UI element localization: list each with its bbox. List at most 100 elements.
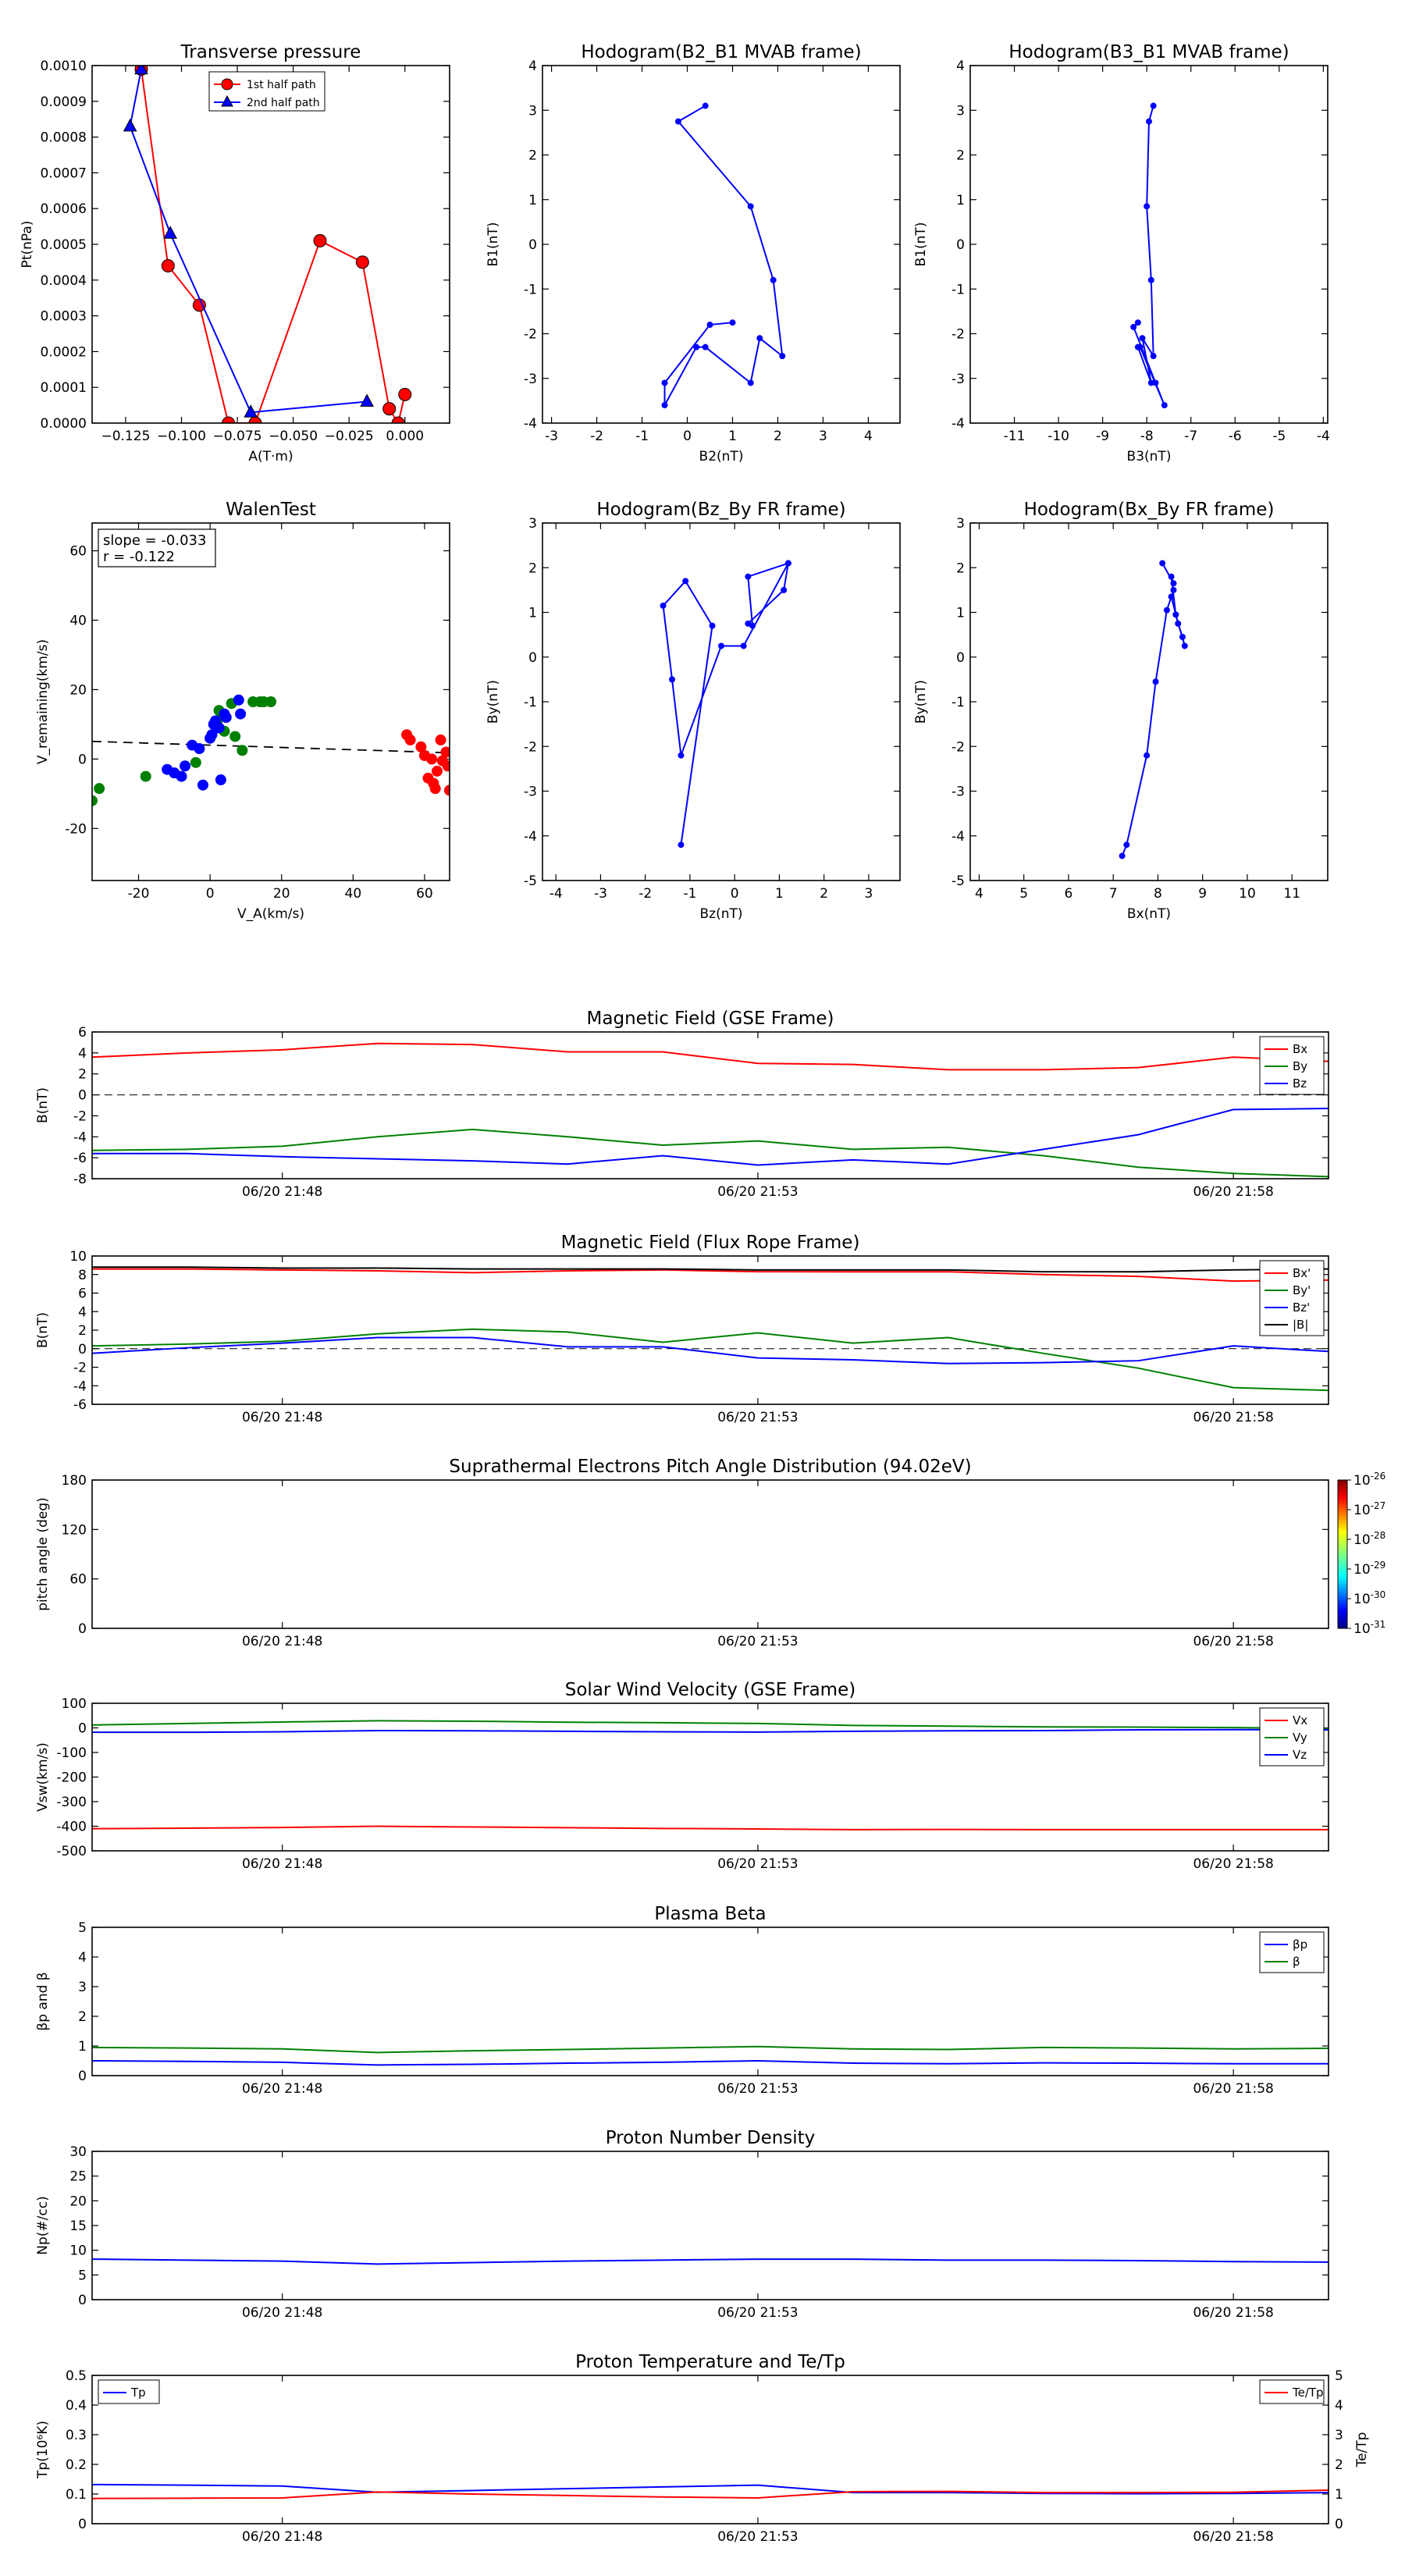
data-point xyxy=(163,226,178,239)
y-tick-label: 25 xyxy=(69,2169,87,2185)
chart-beta: Plasma Beta 06/20 21:48 06/20 21:53 06/20 2… xyxy=(35,1904,1329,2097)
y-tick-label: 0.3 xyxy=(66,2428,87,2443)
x-tick-label: 8 xyxy=(1154,886,1162,902)
axes-frame xyxy=(91,65,450,424)
colorbar-tick-label: 10-28 xyxy=(1353,1530,1385,1548)
data-point xyxy=(678,841,685,849)
series-line xyxy=(92,1825,1329,1831)
data-point xyxy=(213,722,225,734)
chart-title: Transverse pressure xyxy=(180,42,361,62)
x-tick-label: 0.000 xyxy=(386,429,424,444)
data-point xyxy=(745,620,752,627)
y-axis-label: B(nT) xyxy=(35,1312,51,1348)
chart-tp: Transverse pressure −0.125 −0.100 −0.075 −0.… xyxy=(20,42,450,464)
data-point xyxy=(220,712,232,724)
data-point xyxy=(415,741,427,753)
y-tick-label: 60 xyxy=(69,1572,87,1588)
data-point xyxy=(1163,607,1170,614)
plot-area xyxy=(1119,560,1188,859)
data-point xyxy=(1123,841,1130,849)
x-tick-label: −0.025 xyxy=(325,429,374,444)
y-right-tick-label: 5 xyxy=(1335,2368,1343,2384)
y-tick-label: -1 xyxy=(524,695,537,710)
x-tick-label: 06/20 21:53 xyxy=(717,1410,798,1425)
x-tick-label: -10 xyxy=(1048,429,1069,444)
y-tick-label: 0.0008 xyxy=(41,130,87,146)
data-point xyxy=(1136,343,1144,350)
data-point xyxy=(435,734,446,745)
y-tick-label: 15 xyxy=(69,2218,87,2234)
axes-frame xyxy=(91,1479,1329,1629)
data-point xyxy=(140,770,151,782)
y-right-tick-label: 1 xyxy=(1335,2487,1343,2503)
series-line xyxy=(92,1328,1329,1392)
colorbar-tick-label: 10-30 xyxy=(1353,1589,1385,1607)
x-axis-label: Bx(nT) xyxy=(1127,906,1171,922)
legend-label: Tp xyxy=(130,2386,146,2400)
chart-title: Proton Temperature and Te/Tp xyxy=(575,2352,845,2372)
chart-h4: Hodogram(Bx_By FR frame)4 5 6 7 8 9 10 11-5-4-3… xyxy=(913,500,1329,922)
data-point xyxy=(702,343,709,350)
data-point xyxy=(355,255,369,269)
data-point xyxy=(197,779,208,791)
x-tick-label: 06/20 21:58 xyxy=(1193,1634,1273,1649)
x-tick-label: -3 xyxy=(545,429,558,444)
x-tick-label: -1 xyxy=(635,429,649,444)
y-tick-label: 0.1 xyxy=(66,2487,87,2503)
legend: Te/Tp xyxy=(1259,2379,1325,2404)
y-tick-label: 0 xyxy=(78,2069,87,2084)
y-tick-label: 100 xyxy=(62,1696,87,1712)
data-point xyxy=(702,102,709,109)
y-tick-label: -1 xyxy=(524,282,537,297)
y-right-tick-label: 4 xyxy=(1335,2398,1343,2414)
legend-label: Bx xyxy=(1293,1042,1307,1056)
data-point xyxy=(123,118,137,132)
data-point xyxy=(1181,642,1188,649)
plot-area xyxy=(92,2045,1329,2066)
chart-title: WalenTest xyxy=(226,500,316,520)
legend-label: Bz' xyxy=(1293,1300,1310,1315)
colorbar-tick-exponent: -27 xyxy=(1371,1500,1386,1511)
y-tick-label: 1 xyxy=(956,193,965,208)
data-point xyxy=(784,560,791,567)
y-tick-label: 60 xyxy=(69,544,87,560)
plot-area xyxy=(660,560,791,849)
data-point xyxy=(661,402,668,409)
x-tick-label: 06/20 21:48 xyxy=(242,2081,322,2097)
y-tick-label: 3 xyxy=(956,516,965,532)
x-tick-label: -2 xyxy=(590,429,603,444)
colorbar-tick-base: 10 xyxy=(1353,1473,1371,1489)
x-tick-label: 11 xyxy=(1283,886,1300,902)
y-tick-label: 0 xyxy=(78,2517,87,2532)
chart-np: Proton Number Density 06/20 21:48 06/20 21… xyxy=(35,2128,1329,2321)
chart-walen: WalenTest -20 0 20 40 60 -20 0 20 40 60 V_A(km/s) V_… xyxy=(35,500,450,922)
colorbar-tick-base: 10 xyxy=(1353,1503,1371,1518)
chart-title: Magnetic Field (Flux Rope Frame) xyxy=(561,1233,860,1253)
legend-label: |B| xyxy=(1293,1318,1308,1332)
x-tick-label: -5 xyxy=(1272,429,1286,444)
series-line xyxy=(92,1336,1329,1364)
legend-label: Vx xyxy=(1293,1713,1307,1727)
y-tick-label: 30 xyxy=(69,2144,87,2160)
data-point xyxy=(661,379,668,386)
data-point xyxy=(1150,353,1157,360)
y-axis-label: B(nT) xyxy=(35,1087,51,1123)
data-point xyxy=(1147,379,1154,386)
data-point xyxy=(669,676,676,683)
y-tick-label: 180 xyxy=(62,1473,87,1489)
y-tick-label: 0 xyxy=(78,1342,87,1357)
chart-title: Proton Number Density xyxy=(606,2128,816,2148)
chart-title: Plasma Beta xyxy=(654,1904,766,1924)
x-tick-label: 3 xyxy=(865,886,873,902)
y-tick-label: -4 xyxy=(524,829,537,845)
series-line xyxy=(663,105,784,406)
y-tick-label: -8 xyxy=(73,1172,87,1187)
y-tick-label: -3 xyxy=(951,372,965,387)
y-tick-label: 5 xyxy=(78,1920,87,1936)
series-line xyxy=(92,1108,1329,1166)
data-point xyxy=(1159,560,1166,567)
x-tick-label: 06/20 21:58 xyxy=(1193,2305,1273,2321)
y-tick-label: -2 xyxy=(524,327,537,343)
data-point xyxy=(1147,276,1154,283)
data-point xyxy=(180,760,191,772)
